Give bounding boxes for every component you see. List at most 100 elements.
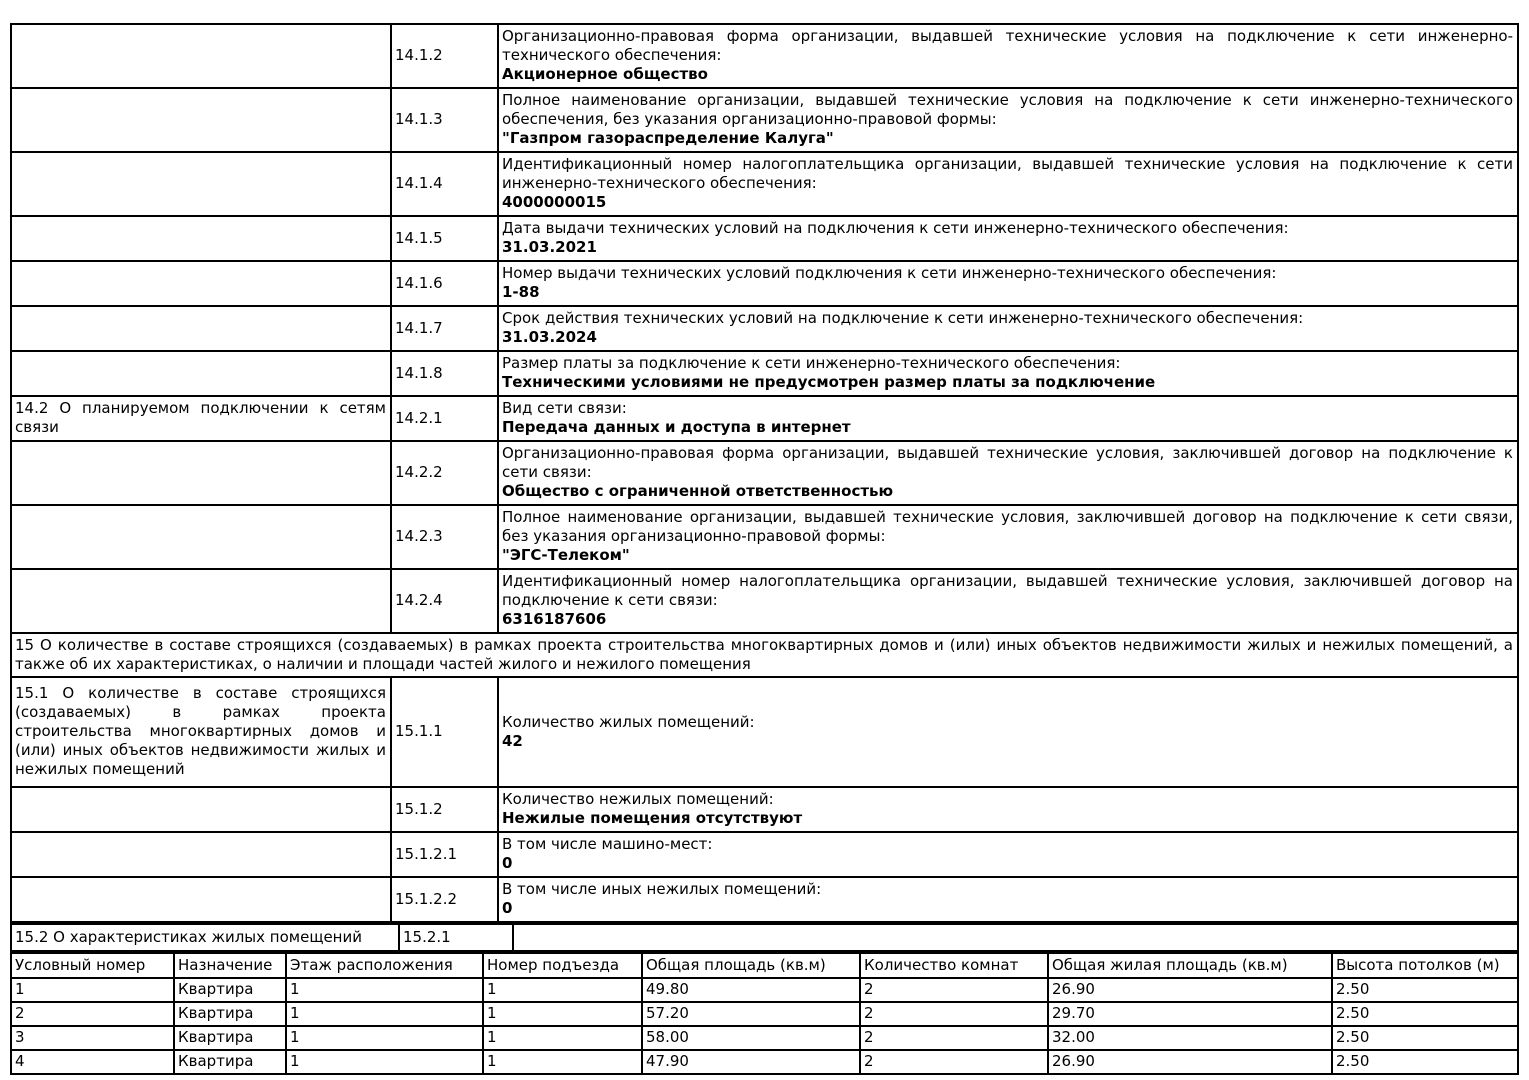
field-label: Полное наименование организации, выдавше… (502, 91, 1513, 128)
section-cell (10, 260, 392, 307)
apartment-cell: 1 (482, 1025, 643, 1051)
item-number-cell: 14.1.2 (390, 23, 499, 89)
content-cell (512, 923, 1519, 952)
apartment-cell: 26.90 (1047, 977, 1333, 1003)
item-number-cell: 14.1.6 (390, 260, 499, 307)
apartment-cell: 1 (285, 977, 484, 1003)
section-cell (10, 215, 392, 262)
apartment-cell: 1 (285, 1001, 484, 1027)
apartment-row: 2 Квартира 1 1 57.20 2 29.70 2.50 (10, 1001, 1519, 1027)
apartment-cell: Квартира (173, 1001, 287, 1027)
declaration-table: 14.1.2 Организационно-правовая форма орг… (10, 23, 1519, 923)
table-row: 14.2 О планируемом подключении к сетям с… (10, 395, 1519, 442)
content-cell: Срок действия технических условий на под… (497, 305, 1519, 352)
content-cell: Вид сети связи: Передача данных и доступ… (497, 395, 1519, 442)
apartment-cell: 1 (482, 1001, 643, 1027)
apartment-cell: 1 (285, 1049, 484, 1075)
apartment-cell: Квартира (173, 977, 287, 1003)
apartment-cell: 2 (10, 1001, 175, 1027)
apartment-cell: 47.90 (641, 1049, 861, 1075)
section-cell: 14.2 О планируемом подключении к сетям с… (10, 395, 392, 442)
content-cell: Идентификационный номер налогоплательщик… (497, 568, 1519, 634)
apartment-cell: 1 (10, 977, 175, 1003)
section-cell (10, 786, 392, 833)
apartment-cell: 26.90 (1047, 1049, 1333, 1075)
apartment-cell: 32.00 (1047, 1025, 1333, 1051)
apartment-cell: 3 (10, 1025, 175, 1051)
content-cell: В том числе машино-мест: 0 (497, 831, 1519, 878)
content-cell: Количество нежилых помещений: Нежилые по… (497, 786, 1519, 833)
field-value: 31.03.2021 (502, 238, 597, 256)
section-cell (10, 876, 392, 923)
section-cell: 15.2 О характеристиках жилых помещений (10, 923, 400, 952)
field-label: Срок действия технических условий на под… (502, 309, 1304, 327)
apartment-cell: 2.50 (1331, 977, 1519, 1003)
table-row: 14.1.7 Срок действия технических условий… (10, 305, 1519, 352)
apartment-cell: 49.80 (641, 977, 861, 1003)
content-cell: Организационно-правовая форма организаци… (497, 23, 1519, 89)
section-cell (10, 23, 392, 89)
field-value: 6316187606 (502, 610, 607, 628)
field-label: Полное наименование организации, выдавше… (502, 508, 1513, 545)
table-row: 14.2.3 Полное наименование организации, … (10, 504, 1519, 570)
apartment-cell: 4 (10, 1049, 175, 1075)
apartment-cell: 57.20 (641, 1001, 861, 1027)
apartment-cell: 2 (859, 1049, 1049, 1075)
apartment-row: 3 Квартира 1 1 58.00 2 32.00 2.50 (10, 1025, 1519, 1051)
apartment-cell: 1 (482, 1049, 643, 1075)
field-label: Вид сети связи: (502, 399, 627, 417)
field-value: 42 (502, 731, 523, 750)
field-value: 0 (502, 899, 513, 917)
field-label: Номер выдачи технических условий подключ… (502, 264, 1277, 282)
field-value: Техническими условиями не предусмотрен р… (502, 373, 1156, 391)
field-value: Общество с ограниченной ответственностью (502, 482, 894, 500)
content-cell: Количество жилых помещений: 42 (497, 676, 1519, 788)
table-row: 14.1.5 Дата выдачи технических условий н… (10, 215, 1519, 262)
item-number-cell: 14.2.2 (390, 440, 499, 506)
item-number-cell: 14.2.1 (390, 395, 499, 442)
table-row: 14.1.8 Размер платы за подключение к сет… (10, 350, 1519, 397)
field-label: Организационно-правовая форма организаци… (502, 27, 1513, 64)
apartment-cell: 1 (285, 1025, 484, 1051)
apartment-cell: 2.50 (1331, 1025, 1519, 1051)
field-label: Дата выдачи технических условий на подкл… (502, 219, 1289, 237)
field-value: 31.03.2024 (502, 328, 597, 346)
content-cell: Организационно-правовая форма организаци… (497, 440, 1519, 506)
section-15-header-row: 15 О количестве в составе строящихся (со… (10, 632, 1519, 678)
table-row: 15.1.2.2 В том числе иных нежилых помеще… (10, 876, 1519, 923)
apartment-cell: Квартира (173, 1049, 287, 1075)
content-cell: Дата выдачи технических условий на подкл… (497, 215, 1519, 262)
apartment-row: 4 Квартира 1 1 47.90 2 26.90 2.50 (10, 1049, 1519, 1075)
item-number-cell: 14.1.5 (390, 215, 499, 262)
section-cell (10, 87, 392, 153)
field-label: Организационно-правовая форма организаци… (502, 444, 1513, 481)
field-label: Идентификационный номер налогоплательщик… (502, 572, 1513, 609)
table-row: 14.1.4 Идентификационный номер налогопла… (10, 151, 1519, 217)
apartments-header-cell: Высота потолков (м) (1331, 952, 1519, 979)
content-cell: Идентификационный номер налогоплательщик… (497, 151, 1519, 217)
section-cell (10, 504, 392, 570)
table-row: 14.2.4 Идентификационный номер налогопла… (10, 568, 1519, 634)
section-cell (10, 350, 392, 397)
table-row: 15.1 О количестве в составе строящихся (… (10, 676, 1519, 788)
apartments-table: Условный номер Назначение Этаж расположе… (10, 952, 1519, 1075)
apartment-cell: Квартира (173, 1025, 287, 1051)
table-row: 15.2 О характеристиках жилых помещений 1… (10, 923, 1519, 952)
table-row: 14.1.3 Полное наименование организации, … (10, 87, 1519, 153)
apartment-cell: 29.70 (1047, 1001, 1333, 1027)
apartment-cell: 2.50 (1331, 1001, 1519, 1027)
field-label: Размер платы за подключение к сети инжен… (502, 354, 1121, 372)
apartments-header-cell: Назначение (173, 952, 287, 979)
content-cell: Полное наименование организации, выдавше… (497, 504, 1519, 570)
apartments-header-cell: Количество комнат (859, 952, 1049, 979)
apartments-header-cell: Условный номер (10, 952, 175, 979)
apartments-header-cell: Номер подъезда (482, 952, 643, 979)
section-15-title: 15 О количестве в составе строящихся (со… (10, 632, 1519, 678)
item-number-cell: 14.2.3 (390, 504, 499, 570)
field-value: Передача данных и доступа в интернет (502, 418, 851, 436)
field-value: 0 (502, 854, 513, 872)
content-cell: В том числе иных нежилых помещений: 0 (497, 876, 1519, 923)
item-number-cell: 15.1.2.2 (390, 876, 499, 923)
apartment-cell: 2 (859, 977, 1049, 1003)
